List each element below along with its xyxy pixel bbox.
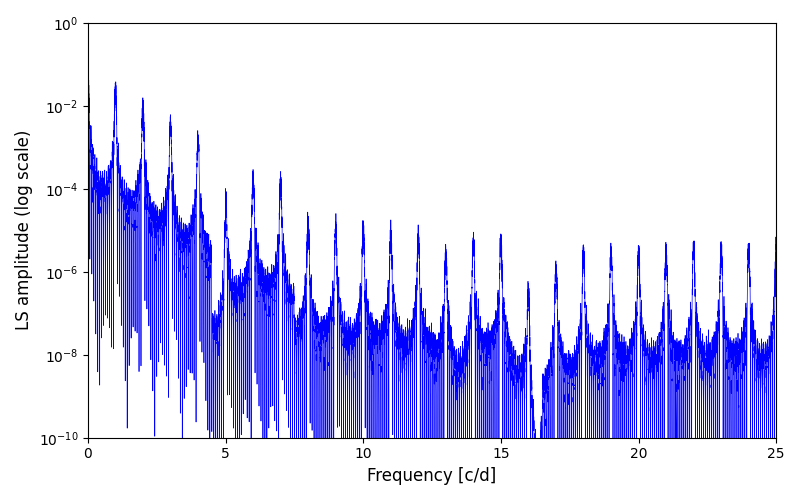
X-axis label: Frequency [c/d]: Frequency [c/d] <box>367 467 497 485</box>
Y-axis label: LS amplitude (log scale): LS amplitude (log scale) <box>15 130 33 330</box>
